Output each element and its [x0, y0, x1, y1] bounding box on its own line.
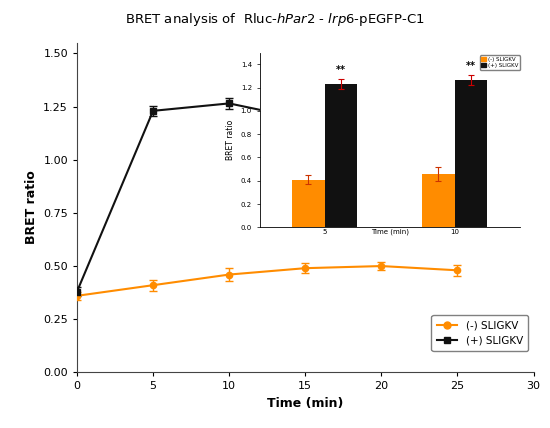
Text: BRET analysis of  Rluc-$\mathit{hPar2}$ - $\mathit{lrp6}$-pEGFP-C1: BRET analysis of Rluc-$\mathit{hPar2}$ -… [125, 11, 425, 28]
X-axis label: Time (min): Time (min) [267, 397, 343, 410]
Y-axis label: BRET ratio: BRET ratio [25, 171, 37, 244]
Legend: (-) SLIGKV, (+) SLIGKV: (-) SLIGKV, (+) SLIGKV [431, 315, 529, 351]
